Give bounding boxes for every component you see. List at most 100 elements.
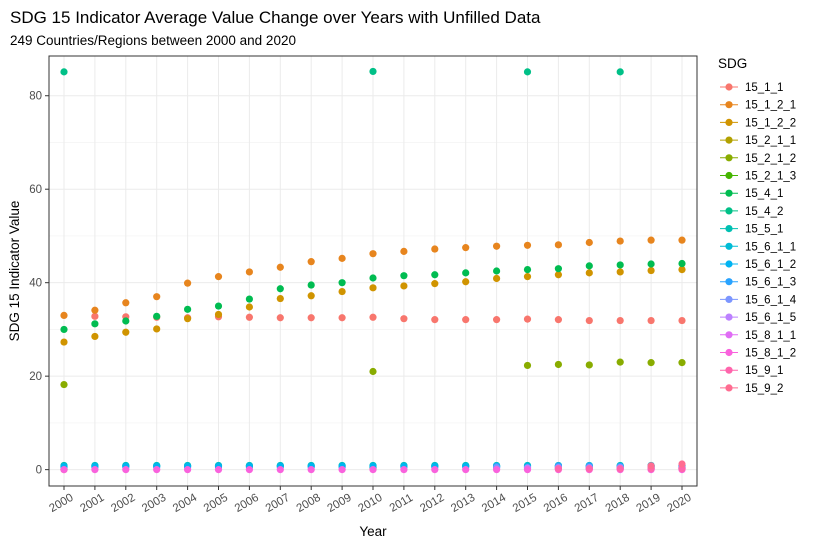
point-15_1_2_1 — [647, 236, 655, 244]
point-15_8_1_2 — [400, 466, 408, 474]
point-15_1_2_1 — [400, 247, 408, 255]
point-15_9_1 — [616, 465, 624, 473]
point-15_4_2 — [60, 68, 68, 76]
point-15_1_2_2 — [276, 294, 284, 303]
point-15_8_1_2 — [369, 466, 377, 474]
point-15_9_1 — [554, 465, 563, 473]
y-tick-label: 20 — [29, 371, 42, 383]
legend-key-point — [725, 384, 733, 392]
point-15_8_1_2 — [184, 466, 192, 474]
point-15_1_2_1 — [431, 245, 439, 253]
legend-label: 15_4_1 — [745, 188, 783, 200]
point-15_4_1 — [523, 265, 532, 274]
point-15_1_1 — [493, 316, 501, 324]
point-15_4_2 — [369, 67, 377, 76]
legend-label: 15_1_1 — [745, 82, 783, 94]
point-15_4_1 — [338, 279, 346, 287]
point-15_1_2_2 — [60, 338, 68, 346]
legend-key-point — [725, 207, 733, 215]
point-15_8_1_2 — [245, 466, 253, 474]
point-15_2_1_2 — [60, 380, 68, 389]
legend-key-point — [725, 118, 733, 126]
y-tick-label: 60 — [29, 184, 42, 196]
point-15_4_1 — [431, 271, 439, 279]
legend-label: 15_8_1_2 — [745, 348, 796, 360]
legend-label: 15_1_2_2 — [745, 117, 796, 129]
legend-key-point — [725, 189, 733, 197]
point-15_8_1_2 — [214, 466, 223, 474]
legend-key-point — [725, 295, 733, 303]
point-15_1_2_2 — [338, 287, 346, 296]
point-15_1_2_1 — [338, 254, 346, 262]
point-15_4_1 — [307, 281, 315, 289]
legend-key-point — [725, 154, 733, 162]
point-15_1_2_2 — [245, 303, 253, 311]
legend-label: 15_6_1_1 — [745, 241, 796, 253]
point-15_8_1_2 — [431, 466, 439, 474]
point-15_1_2_2 — [369, 284, 377, 292]
point-15_1_2_2 — [307, 292, 315, 300]
chart-subtitle: 249 Countries/Regions between 2000 and 2… — [10, 33, 296, 48]
x-axis-title: Year — [359, 524, 387, 539]
point-15_1_2_1 — [276, 263, 284, 271]
point-15_4_1 — [91, 320, 99, 328]
point-15_8_1_2 — [122, 466, 130, 474]
legend-label: 15_6_1_2 — [745, 259, 796, 271]
point-15_1_2_1 — [369, 250, 377, 258]
point-15_1_2_2 — [493, 274, 501, 283]
point-15_1_2_1 — [307, 258, 315, 266]
point-15_4_1 — [585, 262, 593, 270]
point-15_2_1_2 — [678, 359, 686, 367]
point-15_1_2_1 — [678, 236, 686, 244]
point-15_4_1 — [60, 325, 68, 334]
point-15_1_2_2 — [647, 266, 655, 275]
point-15_1_2_1 — [184, 279, 192, 287]
legend-key-point — [725, 331, 733, 339]
point-15_1_2_2 — [153, 325, 161, 333]
point-15_1_1 — [369, 313, 377, 321]
point-15_4_1 — [184, 305, 192, 313]
point-15_8_1_2 — [338, 466, 346, 474]
point-15_4_1 — [122, 317, 130, 325]
point-15_1_2_1 — [616, 237, 624, 245]
y-axis: 0 20 40 60 80 — [29, 91, 49, 477]
legend-label: 15_5_1 — [745, 224, 783, 236]
legend-key-point — [725, 278, 733, 286]
point-15_1_1 — [276, 314, 284, 322]
point-15_4_1 — [493, 267, 501, 275]
point-15_4_1 — [245, 295, 253, 303]
point-15_8_1_2 — [462, 466, 470, 474]
point-15_1_2_2 — [678, 265, 686, 274]
point-15_4_1 — [153, 312, 161, 320]
point-15_2_1_2 — [369, 367, 377, 376]
point-15_4_1 — [400, 272, 408, 280]
point-15_4_1 — [369, 274, 377, 282]
legend-label: 15_4_2 — [745, 206, 783, 218]
point-15_1_2_1 — [245, 268, 253, 276]
point-15_1_1 — [91, 312, 99, 320]
point-15_1_2_1 — [153, 293, 161, 301]
legend-label: 15_8_1_1 — [745, 330, 796, 342]
point-15_1_2_2 — [431, 280, 439, 288]
point-15_4_1 — [647, 260, 655, 268]
point-15_4_1 — [462, 269, 470, 277]
point-15_1_2_1 — [585, 238, 593, 247]
legend-label: 15_1_2_1 — [745, 100, 796, 112]
point-15_8_1_2 — [91, 466, 99, 474]
legend-label: 15_6_1_5 — [745, 312, 796, 324]
point-15_1_2_1 — [554, 241, 563, 249]
chart-title: SDG 15 Indicator Average Value Change ov… — [10, 8, 541, 27]
point-15_1_2_1 — [493, 242, 501, 250]
point-15_2_1_2 — [523, 361, 532, 370]
data-points — [60, 67, 686, 474]
legend-label: 15_9_1 — [745, 365, 783, 377]
y-tick-label: 40 — [29, 278, 42, 290]
point-15_4_1 — [678, 259, 686, 268]
legend-key-point — [725, 136, 733, 144]
point-15_4_1 — [214, 302, 223, 310]
legend-key-point — [725, 242, 733, 250]
point-15_1_1 — [678, 316, 686, 325]
point-15_1_2_1 — [60, 311, 68, 320]
